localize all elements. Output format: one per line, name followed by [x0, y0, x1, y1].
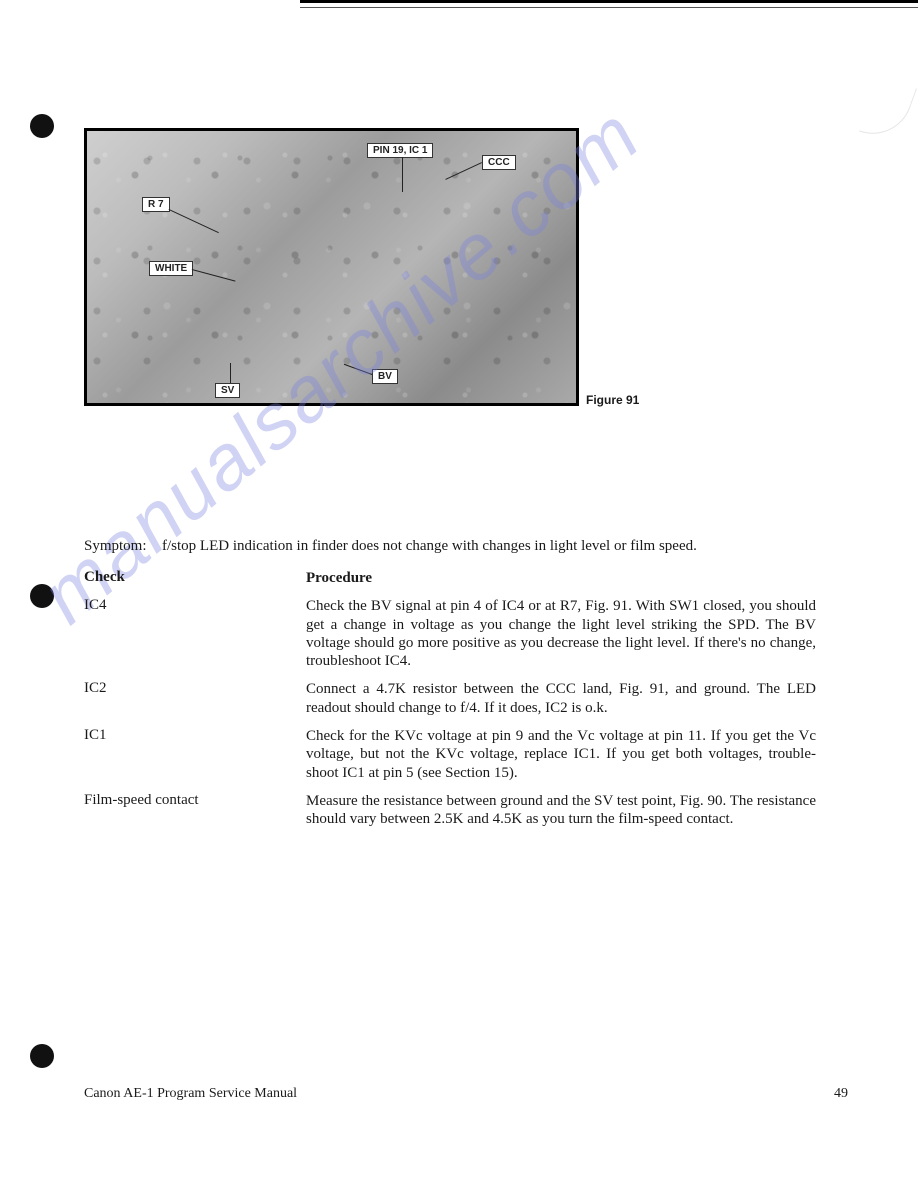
header-check: Check [84, 569, 306, 587]
check-cell: IC2 [84, 680, 306, 717]
table-header-row: Check Procedure [84, 569, 816, 587]
table-row: IC2 Connect a 4.7K resistor between the … [84, 680, 816, 717]
check-cell: IC4 [84, 597, 306, 670]
procedure-cell: Measure the resistance between ground an… [306, 792, 816, 829]
leader-line [230, 363, 231, 383]
top-rule-thin [300, 7, 918, 8]
check-cell: Film-speed contact [84, 792, 306, 829]
figure-91: PIN 19, IC 1 CCC R 7 WHITE SV BV [84, 128, 579, 406]
callout-sv: SV [215, 383, 240, 398]
table-row: IC1 Check for the KVc voltage at pin 9 a… [84, 727, 816, 782]
footer-page-number: 49 [834, 1086, 848, 1102]
header-procedure: Procedure [306, 569, 816, 587]
procedure-cell: Check for the KVc voltage at pin 9 and t… [306, 727, 816, 782]
check-cell: IC1 [84, 727, 306, 782]
punch-hole-icon [30, 114, 54, 138]
scan-artifact [859, 75, 917, 145]
callout-pin19: PIN 19, IC 1 [367, 143, 433, 158]
check-procedure-table: Check Procedure IC4 Check the BV signal … [84, 569, 816, 829]
procedure-cell: Check the BV signal at pin 4 of IC4 or a… [306, 597, 816, 670]
callout-r7: R 7 [142, 197, 170, 212]
symptom-line: Symptom: f/stop LED indication in finder… [84, 538, 816, 555]
table-row: Film-speed contact Measure the resistanc… [84, 792, 816, 829]
content-block: Symptom: f/stop LED indication in finder… [84, 538, 816, 839]
callout-white: WHITE [149, 261, 193, 276]
top-rule-thick [300, 0, 918, 3]
figure-photo: PIN 19, IC 1 CCC R 7 WHITE SV BV [87, 131, 576, 403]
figure-caption: Figure 91 [586, 393, 639, 407]
callout-bv: BV [372, 369, 398, 384]
punch-hole-icon [30, 1044, 54, 1068]
leader-line [402, 157, 403, 192]
procedure-cell: Connect a 4.7K resistor between the CCC … [306, 680, 816, 717]
footer-title: Canon AE-1 Program Service Manual [84, 1086, 297, 1102]
table-row: IC4 Check the BV signal at pin 4 of IC4 … [84, 597, 816, 670]
symptom-text: f/stop LED indication in finder does not… [162, 538, 697, 555]
callout-ccc: CCC [482, 155, 516, 170]
punch-hole-icon [30, 584, 54, 608]
page: PIN 19, IC 1 CCC R 7 WHITE SV BV Figure … [0, 0, 918, 1188]
symptom-label: Symptom: [84, 538, 162, 555]
